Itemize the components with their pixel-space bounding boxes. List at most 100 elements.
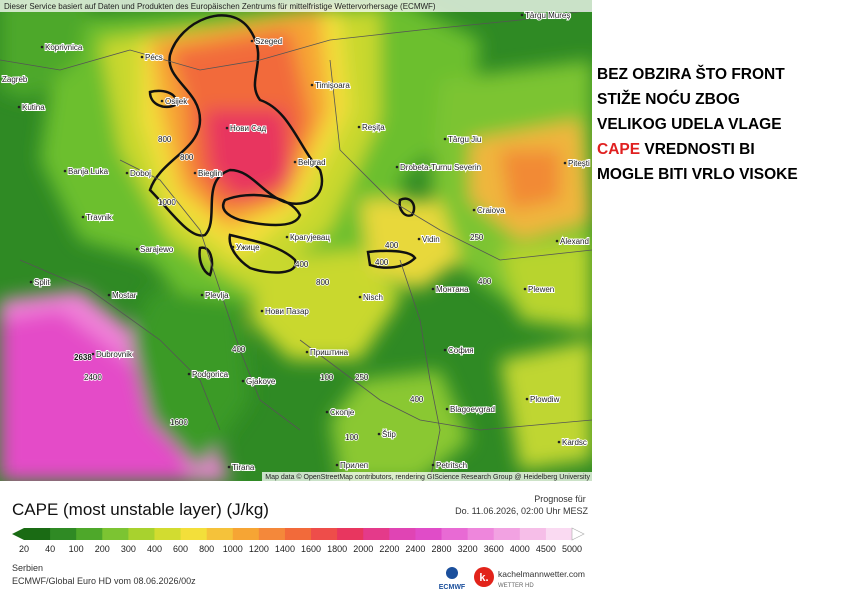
note-text: VREDNOSTI BI — [644, 141, 755, 158]
note-lines: BEZ OBZIRA ŠTO FRONT STIŽE NOĆU ZBOG VELIK… — [597, 62, 798, 137]
city-label: Alexand — [560, 237, 589, 246]
city-dot — [135, 247, 139, 251]
city-dot — [523, 287, 527, 291]
city-label: Blagoevgrad — [450, 405, 495, 414]
colorbar-tick-label: 600 — [173, 544, 188, 554]
colorbar-tick-label: 1800 — [327, 544, 347, 554]
city-dot — [335, 463, 339, 467]
city-dot — [17, 105, 21, 109]
city-dot — [293, 160, 297, 164]
city-label: Bieglin — [198, 169, 222, 178]
city-label: Plewen — [528, 285, 554, 294]
city-dot — [250, 39, 254, 43]
city-labels: Târgu Mureș Koprivnica Pécs Szeged Zagreb Osi… — [0, 10, 591, 473]
city-label: Osijek — [165, 97, 188, 106]
city-label: Banja Luka — [68, 167, 109, 176]
city-label: Приштина — [310, 348, 349, 357]
colorbar-tick-label: 20 — [19, 544, 29, 554]
forecast-time: Do. 11.06.2026, 02:00 Uhr MESZ — [455, 506, 588, 516]
kachelmann-k: k. — [479, 572, 488, 584]
colorbar-tick-label: 2200 — [379, 544, 399, 554]
colorbar-segment — [180, 528, 208, 540]
colorbar-segment — [258, 528, 286, 540]
city-label: Szeged — [255, 37, 282, 46]
city-label: Mostar — [112, 291, 137, 300]
colorbar-tick-label: 800 — [199, 544, 214, 554]
ecmwf-icon — [446, 567, 458, 579]
contour-label: 400 — [295, 260, 309, 269]
city-label: Прилеп — [340, 461, 368, 470]
city-label: Koprivnica — [45, 43, 83, 52]
city-dot — [187, 372, 191, 376]
cape-contours — [148, 14, 417, 277]
city-dot — [431, 287, 435, 291]
colorbar-segment — [337, 528, 364, 540]
contour-label: 400 — [385, 241, 399, 250]
map: Dieser Service basiert auf Daten und Pro… — [0, 0, 592, 481]
city-label: Kutina — [22, 103, 45, 112]
contour-label: 400 — [478, 277, 492, 286]
city-label: София — [448, 346, 474, 355]
colorbar-tick-label: 3600 — [484, 544, 504, 554]
note-line: CAPE VREDNOSTI BI — [597, 137, 798, 162]
colorbar-segment — [389, 528, 416, 540]
city-dot — [310, 83, 314, 87]
city-label: Монтана — [436, 285, 469, 294]
city-dot — [285, 235, 289, 239]
contour-labels: 800 1000 800 400 250 400 400 400 2638 2400 1600 100… — [73, 134, 492, 443]
colorbar-tick-label: 400 — [147, 544, 162, 554]
city-dot — [125, 171, 129, 175]
city-label: Târgu Jiu — [448, 135, 481, 144]
city-label: Нови Сад — [230, 124, 266, 133]
city-dot — [63, 169, 67, 173]
colorbar-segment — [154, 528, 182, 540]
city-label: Plowdiw — [530, 395, 560, 404]
colorbar-segment — [493, 528, 521, 540]
city-label: Plevlja — [205, 291, 229, 300]
colorbar-tick-label: 1400 — [275, 544, 295, 554]
city-label: Pitești — [568, 159, 590, 168]
model-run: ECMWF/Global Euro HD vom 08.06.2026/00z — [12, 576, 196, 586]
city-label: Travnik — [86, 213, 113, 222]
city-dot — [472, 208, 476, 212]
city-label: Split — [34, 278, 50, 287]
kachelmann-icon — [474, 567, 494, 587]
city-dot — [225, 126, 229, 130]
colorbar-segment — [206, 528, 234, 540]
colorbar-segment — [232, 528, 260, 540]
city-label: Podgorica — [192, 370, 229, 379]
contour-label: 800 — [316, 278, 330, 287]
city-dot — [377, 432, 381, 436]
city-dot — [107, 293, 111, 297]
colorbar-segment — [467, 528, 495, 540]
colorbar-tick-label: 40 — [45, 544, 55, 554]
colorbar-segment — [415, 528, 443, 540]
city-dot — [445, 407, 449, 411]
city-dot — [91, 352, 95, 356]
city-dot — [525, 397, 529, 401]
colorbar-segment — [284, 528, 312, 540]
contour-label: 250 — [355, 373, 369, 382]
colorbar-tick-label: 5000 — [562, 544, 582, 554]
colorbar-tick-label: 2800 — [432, 544, 452, 554]
contour-label: 400 — [232, 345, 246, 354]
ecmwf-logo: ECMWF — [439, 584, 466, 591]
note: BEZ OBZIRA ŠTO FRONT STIŽE NOĆU ZBOG VELIK… — [597, 62, 798, 187]
brand: kachelmannwetter.com — [498, 569, 585, 579]
city-dot — [563, 161, 567, 165]
city-dot — [325, 410, 329, 414]
colorbar-segment — [50, 528, 77, 540]
contour-label: 2400 — [84, 373, 102, 382]
colorbar-segment — [311, 528, 338, 540]
city-label: Štip — [382, 430, 396, 439]
colorbar-tick-label: 2400 — [405, 544, 425, 554]
colorbar-segment — [545, 528, 573, 540]
contour-label: 400 — [375, 258, 389, 267]
colorbar-segment — [441, 528, 469, 540]
city-label: Скопје — [330, 408, 355, 417]
city-dot — [200, 293, 204, 297]
note-line: MOGLE BITI VRLO VISOKE — [597, 166, 798, 183]
city-label: Sarajewo — [140, 245, 174, 254]
contour-label: 2638 — [74, 353, 92, 362]
city-dot — [555, 239, 559, 243]
